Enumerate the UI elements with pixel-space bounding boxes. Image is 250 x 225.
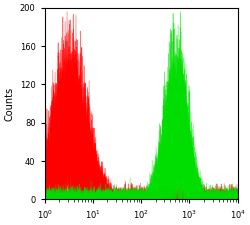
Y-axis label: Counts: Counts [4, 86, 14, 121]
